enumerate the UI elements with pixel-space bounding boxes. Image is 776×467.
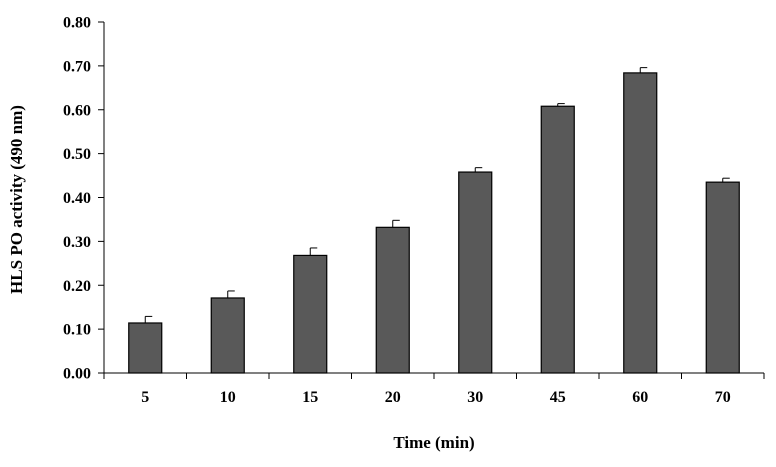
x-tick-label: 45 (550, 389, 566, 406)
y-tick-label: 0.80 (63, 15, 91, 32)
x-tick-label: 30 (467, 389, 483, 406)
y-tick-label: 0.20 (63, 278, 91, 295)
bar-60 (623, 72, 658, 374)
x-axis-ticks: 5 10 15 20 30 45 60 70 (103, 373, 765, 406)
x-tick-label: 60 (632, 389, 648, 406)
x-axis-title: Time (min) (393, 433, 474, 452)
x-tick-label: 5 (141, 389, 149, 406)
bar-series (128, 72, 740, 374)
y-tick-label: 0.30 (63, 234, 91, 251)
y-tick-label: 0.40 (63, 190, 91, 207)
y-tick-label: 0.50 (63, 146, 91, 163)
y-axis-title: HLS PO activity (490 nm) (7, 105, 26, 294)
bar-10 (210, 297, 245, 374)
bar-5 (128, 322, 163, 374)
bar-70 (705, 181, 740, 374)
x-tick-label: 10 (220, 389, 236, 406)
bar-15 (293, 254, 328, 374)
x-tick-label: 70 (715, 389, 731, 406)
x-tick-label: 15 (302, 389, 318, 406)
y-tick-label: 0.00 (63, 366, 91, 383)
error-bars (144, 67, 730, 323)
y-tick-label: 0.10 (63, 322, 91, 339)
y-tick-label: 0.60 (63, 102, 91, 119)
y-axis-ticks: 0.00 0.10 0.20 0.30 0.40 0.50 0.60 0.70 0.80 (63, 15, 104, 383)
bar-30 (458, 171, 493, 374)
bar-20 (375, 226, 410, 374)
bar-45 (540, 105, 575, 374)
x-tick-label: 20 (385, 389, 401, 406)
y-tick-label: 0.70 (63, 58, 91, 75)
